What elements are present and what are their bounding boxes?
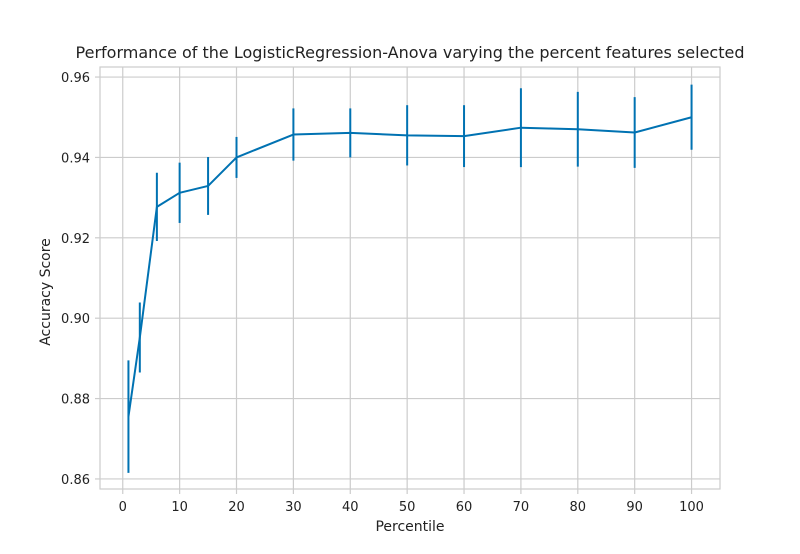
y-tick-label: 0.86 [61, 473, 90, 488]
x-tick-label: 80 [570, 500, 587, 515]
plot-area-frame [99, 66, 721, 490]
y-tick-label: 0.88 [61, 393, 90, 408]
y-tick-label: 0.96 [61, 71, 90, 86]
x-tick-label: 60 [456, 500, 473, 515]
y-axis-label: Accuracy Score [38, 238, 54, 346]
error-bars [127, 84, 693, 473]
x-tick-label: 30 [285, 500, 302, 515]
x-tick-label: 0 [119, 500, 127, 515]
x-tick-label: 20 [228, 500, 245, 515]
series-line [127, 116, 692, 417]
y-tick-labels: 0.86 0.88 0.90 0.92 0.94 0.96 [61, 71, 100, 488]
y-tick-label: 0.94 [61, 151, 90, 166]
x-tick-label: 70 [513, 500, 530, 515]
y-tick-label: 0.90 [61, 312, 90, 327]
x-tick-label: 90 [626, 500, 643, 515]
chart-title: Performance of the LogisticRegression-An… [76, 43, 745, 62]
x-tick-label: 100 [679, 500, 704, 515]
x-tick-label: 50 [399, 500, 416, 515]
y-tick-label: 0.92 [61, 232, 90, 247]
x-tick-labels: 0 10 20 30 40 50 60 70 80 90 100 [119, 489, 704, 515]
grid-layer [100, 67, 720, 489]
x-axis-label: Percentile [375, 519, 444, 535]
x-tick-label: 10 [171, 500, 188, 515]
x-tick-label: 40 [342, 500, 359, 515]
